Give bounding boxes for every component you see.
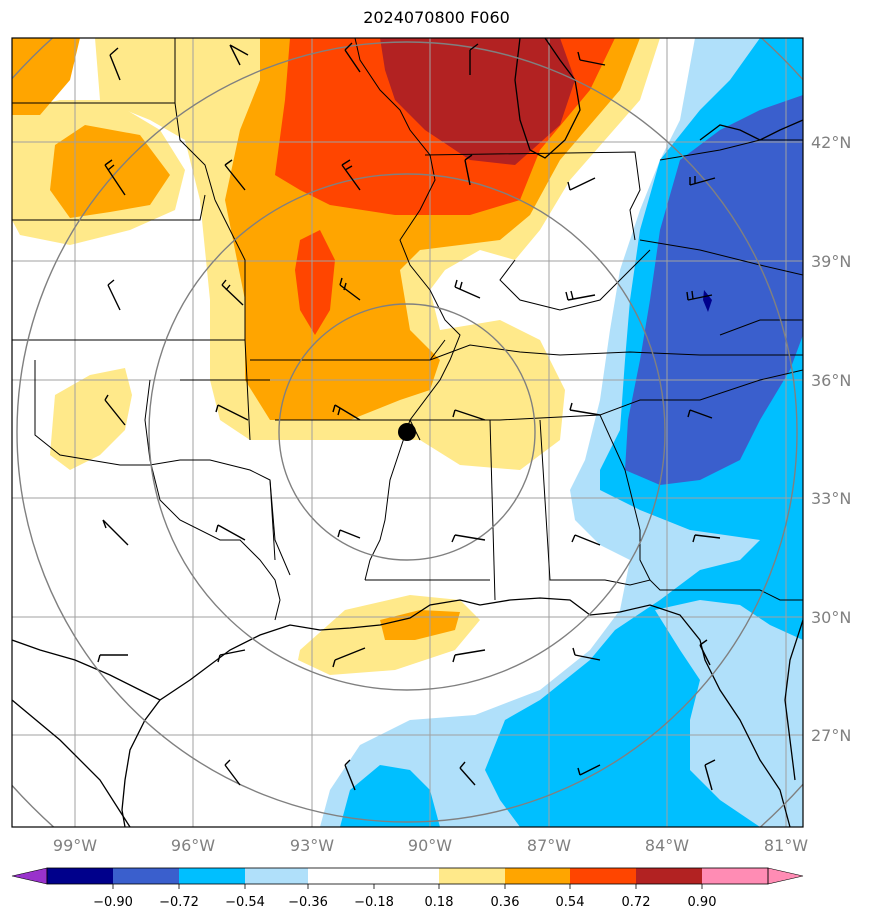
colorbar-segment: [179, 868, 245, 884]
lon-label: 99°W: [53, 836, 97, 855]
colorbar-segment: [505, 868, 570, 884]
colorbar-segment: [439, 868, 505, 884]
field-neg0.36-region-sw: [340, 765, 440, 827]
lon-label: 93°W: [290, 836, 334, 855]
lat-label: 30°N: [811, 608, 851, 627]
field-0.72-region: [380, 38, 575, 165]
colorbar-segment: [308, 868, 439, 884]
lat-label: 36°N: [811, 371, 851, 390]
map-title: 2024070800 F060: [363, 8, 510, 27]
colorbar-segment: [11, 867, 48, 885]
longitude-labels: 99°W 96°W 93°W 90°W 87°W 84°W 81°W: [53, 836, 808, 855]
colorbar-segment: [702, 868, 768, 884]
wind-barbs: [97, 42, 721, 791]
colorbar-tick-label: 0.18: [425, 895, 454, 910]
colorbar-segment: [767, 867, 804, 885]
lon-label: 90°W: [408, 836, 452, 855]
field-neg0.54-region: [625, 95, 803, 485]
colorbar: −0.90 −0.72 −0.54 −0.36 −0.18 0.18 0.36 …: [11, 867, 804, 910]
colorbar-segment: [113, 868, 179, 884]
colorbar-tick-label: −0.18: [354, 895, 394, 910]
lon-label: 84°W: [645, 836, 689, 855]
coastline: [12, 38, 803, 827]
lon-label: 96°W: [171, 836, 215, 855]
colorbar-segment: [47, 868, 113, 884]
colorbar-tick-label: 0.72: [622, 895, 651, 910]
lat-label: 27°N: [811, 726, 851, 745]
colorbar-segment: [636, 868, 702, 884]
colorbar-tick-label: −0.72: [159, 895, 199, 910]
lat-label: 42°N: [811, 133, 851, 152]
field-0.18-blob-west: [50, 368, 132, 470]
field-neg0.18-hole: [655, 600, 803, 827]
lat-label: 33°N: [811, 489, 851, 508]
colorbar-segment: [570, 868, 636, 884]
lon-label: 81°W: [764, 836, 808, 855]
field-0.36-blob-corner: [12, 38, 80, 115]
lon-label: 87°W: [527, 836, 571, 855]
colorbar-tick-label: 0.54: [556, 895, 585, 910]
colorbar-tick-label: −0.36: [288, 895, 328, 910]
colorbar-tick-label: 0.36: [491, 895, 520, 910]
colorbar-tick-label: −0.90: [93, 895, 133, 910]
boundaries: [12, 38, 803, 621]
latitude-labels: 42°N 39°N 36°N 33°N 30°N 27°N: [811, 133, 851, 745]
graticule: [12, 38, 803, 827]
colorbar-tick-label: −0.54: [225, 895, 265, 910]
colorbar-tick-label: 0.90: [688, 895, 717, 910]
map-frame: [11, 37, 804, 828]
field-0.54-tongue: [295, 230, 335, 335]
lat-label: 39°N: [811, 252, 851, 271]
station-marker-dot: [398, 423, 416, 441]
field-neg0.72-speck: [703, 290, 712, 312]
colorbar-segment: [245, 868, 308, 884]
